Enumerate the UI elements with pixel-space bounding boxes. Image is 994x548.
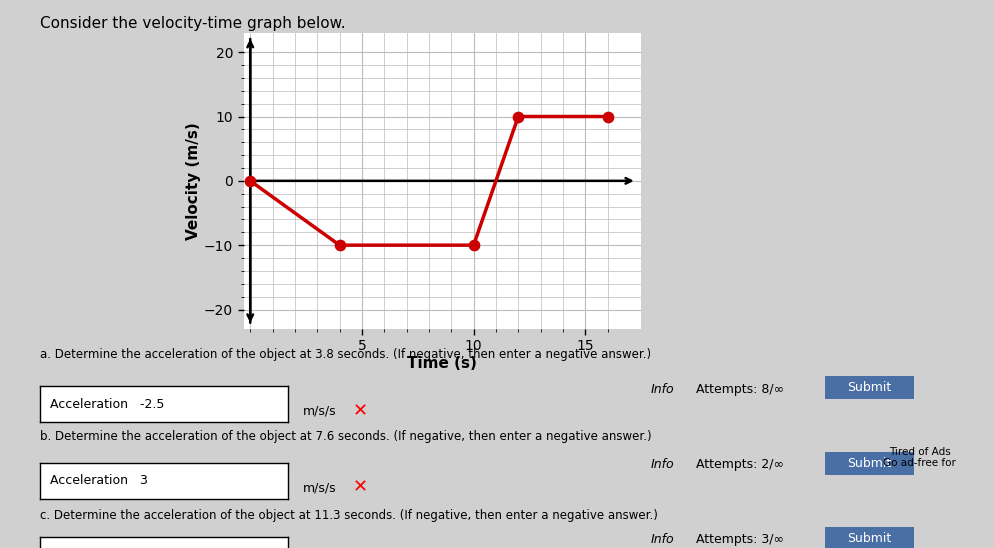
Text: Info: Info bbox=[651, 458, 675, 471]
Text: Attempts: 2/∞: Attempts: 2/∞ bbox=[696, 458, 783, 471]
Text: Go ad-free for: Go ad-free for bbox=[883, 458, 956, 468]
Text: Consider the velocity-time graph below.: Consider the velocity-time graph below. bbox=[40, 16, 345, 31]
Text: Acceleration   3: Acceleration 3 bbox=[50, 475, 147, 487]
Text: Submit: Submit bbox=[848, 532, 892, 545]
Text: ✕: ✕ bbox=[353, 402, 368, 420]
Text: m/s/s: m/s/s bbox=[303, 481, 337, 494]
Text: Info: Info bbox=[651, 383, 675, 396]
Text: b. Determine the acceleration of the object at 7.6 seconds. (If negative, then e: b. Determine the acceleration of the obj… bbox=[40, 430, 651, 443]
Text: Tired of Ads: Tired of Ads bbox=[889, 447, 950, 457]
X-axis label: Time (s): Time (s) bbox=[408, 356, 477, 371]
Point bbox=[510, 112, 526, 121]
Text: Acceleration   -2.5: Acceleration -2.5 bbox=[50, 398, 164, 410]
Text: ✕: ✕ bbox=[353, 479, 368, 496]
Text: Submit: Submit bbox=[848, 456, 892, 470]
Y-axis label: Velocity (m/s): Velocity (m/s) bbox=[186, 122, 201, 239]
Point bbox=[465, 241, 481, 249]
Text: Submit: Submit bbox=[848, 381, 892, 394]
Text: a. Determine the acceleration of the object at 3.8 seconds. (If negative, then e: a. Determine the acceleration of the obj… bbox=[40, 348, 651, 361]
Text: m/s/s: m/s/s bbox=[303, 404, 337, 418]
Text: Attempts: 8/∞: Attempts: 8/∞ bbox=[696, 383, 784, 396]
Text: Info: Info bbox=[651, 533, 675, 546]
Point bbox=[332, 241, 348, 249]
Point bbox=[599, 112, 615, 121]
Text: Attempts: 3/∞: Attempts: 3/∞ bbox=[696, 533, 783, 546]
Point bbox=[243, 176, 258, 185]
Text: c. Determine the acceleration of the object at 11.3 seconds. (If negative, then : c. Determine the acceleration of the obj… bbox=[40, 509, 658, 522]
